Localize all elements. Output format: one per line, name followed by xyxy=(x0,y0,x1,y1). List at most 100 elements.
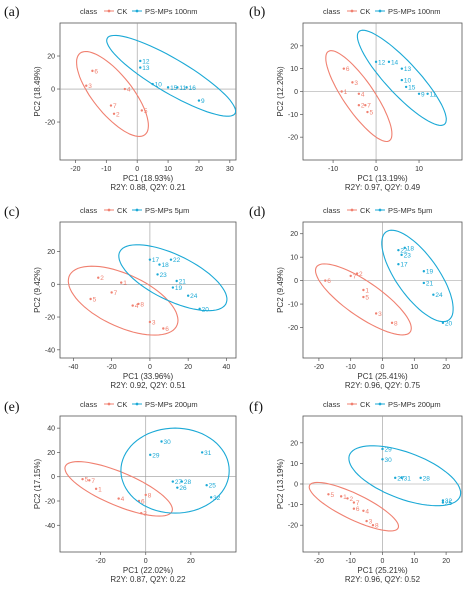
x-tick-label: 40 xyxy=(223,364,231,371)
data-point xyxy=(403,246,406,249)
data-point-label: 5 xyxy=(365,295,369,302)
x-tick-label: -20 xyxy=(70,166,80,173)
data-point-label: 5 xyxy=(93,297,97,304)
data-point-label: 30 xyxy=(164,439,172,446)
x-tick-label: -10 xyxy=(101,166,111,173)
y-tick-label: 0 xyxy=(294,278,298,285)
y-tick-label: 20 xyxy=(47,450,55,457)
x-tick-label: 0 xyxy=(148,364,152,371)
data-point-label: 29 xyxy=(152,452,160,459)
y-tick-label: 20 xyxy=(290,231,298,238)
data-point xyxy=(151,82,154,86)
data-point-label: 26 xyxy=(179,485,187,492)
data-point xyxy=(324,279,327,282)
model-stats: R2Y: 0.97, Q2Y: 0.49 xyxy=(345,183,421,192)
y-tick-label: -20 xyxy=(288,325,298,332)
data-point-label: 6 xyxy=(327,278,331,285)
data-point xyxy=(381,447,384,451)
data-point xyxy=(357,92,361,95)
confidence-ellipse-ck xyxy=(76,50,149,137)
panel-label: (c) xyxy=(4,205,20,220)
y-tick-label: -40 xyxy=(45,523,55,530)
plot-frame xyxy=(59,221,237,359)
data-point xyxy=(162,327,165,330)
data-point xyxy=(81,477,84,481)
legend-title: class xyxy=(323,7,340,16)
data-point xyxy=(209,496,213,499)
data-point-label: 6 xyxy=(346,66,350,73)
legend-ps-dot xyxy=(135,402,139,406)
data-point-label: 27 xyxy=(175,479,183,486)
confidence-ellipse-ps xyxy=(118,244,228,312)
data-point-label: 7 xyxy=(91,478,95,485)
data-point-label: 25 xyxy=(209,483,217,490)
y-tick-label: 20 xyxy=(47,54,55,61)
data-point-label: 17 xyxy=(152,257,160,264)
x-axis-label: PC1 (22.02%) xyxy=(123,566,174,575)
data-point xyxy=(364,104,367,107)
data-point-label: 15 xyxy=(170,85,178,92)
data-point-label: 4 xyxy=(365,508,369,515)
data-point xyxy=(349,274,352,278)
plot-frame xyxy=(59,22,237,161)
legend-ck-dot xyxy=(350,208,354,212)
y-axis-label: PC2 (13.19%) xyxy=(276,459,285,510)
x-axis-label: PC1 (33.96%) xyxy=(123,372,174,381)
model-stats: R2Y: 0.87, Q2Y: 0.22 xyxy=(110,575,186,584)
model-stats: R2Y: 0.92, Q2Y: 0.51 xyxy=(110,381,186,390)
data-point xyxy=(397,263,400,266)
legend-ps-label: PS-MPs 200μm xyxy=(388,400,441,409)
data-point xyxy=(180,480,184,483)
data-point-label: 5 xyxy=(330,492,334,499)
legend-ck-label: CK xyxy=(360,7,370,16)
data-point xyxy=(148,320,152,324)
data-point-label: 24 xyxy=(435,292,443,299)
data-point-label: 22 xyxy=(400,248,408,255)
panel-b: (b) class CK PS-MPs 100nm -10 0 10 -20 -10 0 10 20 P… xyxy=(249,5,463,192)
y-tick-label: 0 xyxy=(51,282,55,289)
y-tick-label: -20 xyxy=(288,135,298,142)
data-point xyxy=(137,302,140,306)
x-tick-label: 30 xyxy=(226,166,234,173)
data-point xyxy=(432,293,435,296)
data-point-label: 3 xyxy=(378,311,382,318)
x-axis-label: PC1 (13.19%) xyxy=(357,174,408,183)
legend-title: class xyxy=(80,206,97,215)
x-tick-label: -20 xyxy=(107,364,117,371)
data-point xyxy=(139,66,142,69)
y-tick-label: 20 xyxy=(47,249,55,256)
data-point xyxy=(176,86,179,89)
x-tick-label: -10 xyxy=(328,166,338,173)
panel-label: (e) xyxy=(4,400,20,415)
y-tick-label: 0 xyxy=(294,482,298,489)
data-point xyxy=(97,276,100,279)
data-point xyxy=(422,281,426,285)
data-point xyxy=(417,92,421,95)
data-point xyxy=(91,69,94,73)
data-point xyxy=(109,104,113,107)
data-point xyxy=(387,60,391,64)
x-tick-label: 20 xyxy=(187,558,195,565)
data-point xyxy=(441,321,445,325)
data-point xyxy=(88,479,91,482)
data-point-label: 32 xyxy=(445,498,453,505)
confidence-ellipse-ck xyxy=(67,265,179,336)
data-point xyxy=(85,84,88,87)
legend-ck-label: CK xyxy=(117,206,127,215)
data-point-label: 2 xyxy=(116,111,120,118)
data-point-label: 21 xyxy=(179,278,187,285)
data-point xyxy=(110,291,113,294)
data-point-label: 1 xyxy=(343,494,347,501)
data-point-label: 4 xyxy=(361,91,365,98)
y-tick-label: -10 xyxy=(288,502,298,509)
data-point-label: 5 xyxy=(369,110,373,117)
confidence-ellipse-ps xyxy=(381,229,454,323)
panel-f: (f) class CK PS-MPs 200μm -20 -10 0 10 20 -20 -10 0… xyxy=(249,400,463,584)
data-point xyxy=(404,85,408,89)
data-point xyxy=(366,110,369,114)
y-tick-label: -20 xyxy=(45,315,55,322)
data-point-label: 7 xyxy=(113,103,117,110)
data-point-label: 20 xyxy=(202,306,210,313)
x-tick-label: -20 xyxy=(96,558,106,565)
